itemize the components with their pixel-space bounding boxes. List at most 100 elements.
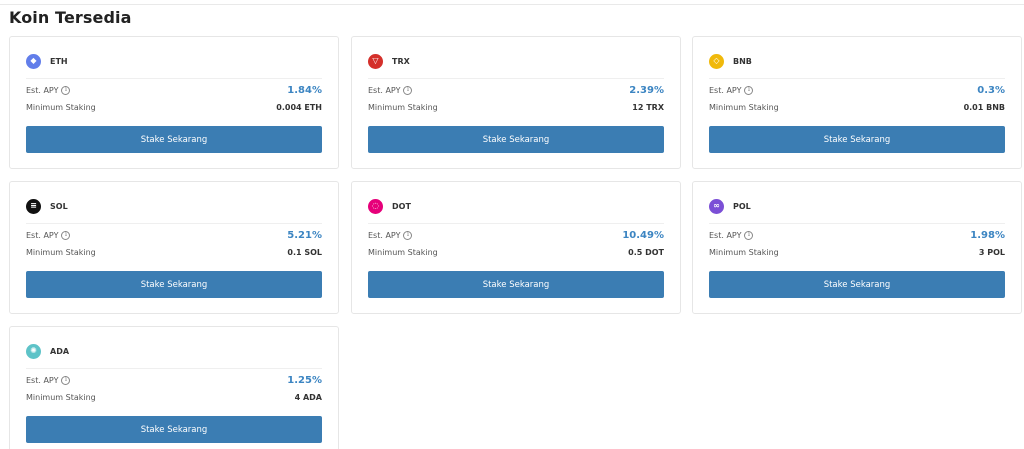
info-icon[interactable]: i	[744, 230, 754, 240]
apy-label: Est. APY	[709, 230, 742, 240]
min-staking-value: 3 POL	[978, 247, 1005, 257]
min-staking-label: Minimum Staking	[26, 102, 96, 112]
polkadot-icon: ◌	[368, 198, 383, 214]
coin-symbol: DOT	[392, 201, 411, 211]
apy-label-group: Est. APY i	[26, 230, 71, 240]
apy-label: Est. APY	[26, 85, 59, 95]
apy-value: 0.3%	[977, 84, 1005, 96]
coin-card-ada: ✺ ADA Est. APY i 1.25% Minimum Staking 4…	[9, 326, 339, 449]
apy-value: 1.25%	[287, 374, 322, 386]
apy-row: Est. APY i 5.21%	[26, 227, 322, 243]
stake-button[interactable]: Stake Sekarang	[26, 271, 322, 298]
apy-label-group: Est. APY i	[26, 85, 71, 95]
divider	[709, 78, 1005, 79]
coin-header: ◆ ETH	[26, 53, 68, 69]
coin-card-pol: ∞ POL Est. APY i 1.98% Minimum Staking 3…	[692, 181, 1022, 314]
apy-label-group: Est. APY i	[709, 85, 754, 95]
apy-row: Est. APY i 1.98%	[709, 227, 1005, 243]
coin-card-trx: ▽ TRX Est. APY i 2.39% Minimum Staking 1…	[351, 36, 681, 169]
min-staking-value: 0.1 SOL	[287, 247, 322, 257]
min-staking-value: 0.004 ETH	[276, 102, 322, 112]
apy-label: Est. APY	[26, 230, 59, 240]
divider	[368, 78, 664, 79]
divider	[26, 78, 322, 79]
min-staking-row: Minimum Staking 0.004 ETH	[26, 101, 322, 113]
divider	[709, 223, 1005, 224]
stake-button[interactable]: Stake Sekarang	[709, 271, 1005, 298]
apy-label: Est. APY	[368, 85, 401, 95]
coin-symbol: POL	[733, 201, 751, 211]
top-divider	[0, 4, 1024, 5]
coin-symbol: SOL	[50, 201, 68, 211]
ethereum-icon: ◆	[26, 53, 41, 69]
tron-icon: ▽	[368, 53, 383, 69]
apy-label-group: Est. APY i	[709, 230, 754, 240]
stake-button[interactable]: Stake Sekarang	[368, 271, 664, 298]
apy-value: 10.49%	[622, 229, 664, 241]
coin-card-sol: ≡ SOL Est. APY i 5.21% Minimum Staking 0…	[9, 181, 339, 314]
apy-label-group: Est. APY i	[368, 85, 413, 95]
coin-card-bnb: ◇ BNB Est. APY i 0.3% Minimum Staking 0.…	[692, 36, 1022, 169]
coin-header: ✺ ADA	[26, 343, 69, 359]
apy-label: Est. APY	[709, 85, 742, 95]
min-staking-row: Minimum Staking 0.5 DOT	[368, 246, 664, 258]
min-staking-value: 0.5 DOT	[628, 247, 664, 257]
apy-row: Est. APY i 1.25%	[26, 372, 322, 388]
solana-icon: ≡	[26, 198, 41, 214]
divider	[368, 223, 664, 224]
apy-label: Est. APY	[26, 375, 59, 385]
coin-card-dot: ◌ DOT Est. APY i 10.49% Minimum Staking …	[351, 181, 681, 314]
coin-header: ◇ BNB	[709, 53, 752, 69]
info-icon[interactable]: i	[403, 85, 413, 95]
apy-value: 5.21%	[287, 229, 322, 241]
info-icon[interactable]: i	[744, 85, 754, 95]
polygon-icon: ∞	[709, 198, 724, 214]
coin-header: ▽ TRX	[368, 53, 410, 69]
apy-value: 1.98%	[970, 229, 1005, 241]
divider	[26, 368, 322, 369]
bnb-icon: ◇	[709, 53, 724, 69]
min-staking-row: Minimum Staking 3 POL	[709, 246, 1005, 258]
apy-value: 2.39%	[629, 84, 664, 96]
info-icon[interactable]: i	[61, 230, 71, 240]
stake-button[interactable]: Stake Sekarang	[26, 126, 322, 153]
stake-button[interactable]: Stake Sekarang	[368, 126, 664, 153]
min-staking-label: Minimum Staking	[368, 102, 438, 112]
info-icon[interactable]: i	[61, 375, 71, 385]
cardano-icon: ✺	[26, 343, 41, 359]
apy-row: Est. APY i 1.84%	[26, 82, 322, 98]
stake-button[interactable]: Stake Sekarang	[26, 416, 322, 443]
divider	[26, 223, 322, 224]
coin-header: ∞ POL	[709, 198, 751, 214]
coin-header: ◌ DOT	[368, 198, 411, 214]
min-staking-label: Minimum Staking	[709, 247, 779, 257]
min-staking-label: Minimum Staking	[26, 247, 96, 257]
min-staking-value: 4 ADA	[294, 392, 322, 402]
coin-symbol: ETH	[50, 56, 68, 66]
apy-label-group: Est. APY i	[368, 230, 413, 240]
apy-row: Est. APY i 10.49%	[368, 227, 664, 243]
apy-label-group: Est. APY i	[26, 375, 71, 385]
min-staking-row: Minimum Staking 12 TRX	[368, 101, 664, 113]
apy-row: Est. APY i 0.3%	[709, 82, 1005, 98]
info-icon[interactable]: i	[61, 85, 71, 95]
min-staking-row: Minimum Staking 0.01 BNB	[709, 101, 1005, 113]
page-title: Koin Tersedia	[9, 8, 132, 27]
apy-row: Est. APY i 2.39%	[368, 82, 664, 98]
min-staking-value: 12 TRX	[632, 102, 664, 112]
min-staking-label: Minimum Staking	[709, 102, 779, 112]
coin-symbol: BNB	[733, 56, 752, 66]
min-staking-label: Minimum Staking	[26, 392, 96, 402]
min-staking-value: 0.01 BNB	[963, 102, 1005, 112]
min-staking-row: Minimum Staking 0.1 SOL	[26, 246, 322, 258]
coin-header: ≡ SOL	[26, 198, 68, 214]
apy-value: 1.84%	[287, 84, 322, 96]
min-staking-label: Minimum Staking	[368, 247, 438, 257]
stake-button[interactable]: Stake Sekarang	[709, 126, 1005, 153]
min-staking-row: Minimum Staking 4 ADA	[26, 391, 322, 403]
apy-label: Est. APY	[368, 230, 401, 240]
info-icon[interactable]: i	[403, 230, 413, 240]
coin-symbol: TRX	[392, 56, 410, 66]
coin-symbol: ADA	[50, 346, 70, 356]
coin-card-eth: ◆ ETH Est. APY i 1.84% Minimum Staking 0…	[9, 36, 339, 169]
